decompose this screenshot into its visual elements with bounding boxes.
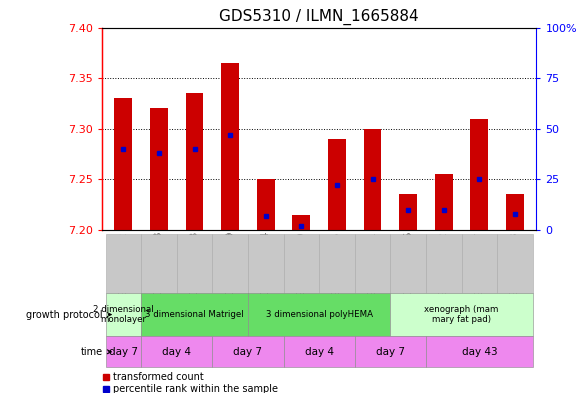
Bar [328,139,346,230]
Text: transformed count: transformed count [113,372,203,382]
Text: 2 dimensional
monolayer: 2 dimensional monolayer [93,305,154,324]
Bar [212,234,248,293]
Text: day 4: day 4 [162,347,191,357]
Bar [283,336,355,367]
Bar [212,336,283,367]
Bar [506,195,524,230]
Text: time: time [80,347,111,357]
Bar [106,336,141,367]
Text: day 4: day 4 [305,347,333,357]
Text: 3 dimensional Matrigel: 3 dimensional Matrigel [145,310,244,319]
Bar [391,293,533,336]
Bar [399,195,417,230]
Text: xenograph (mam
mary fat pad): xenograph (mam mary fat pad) [424,305,499,324]
Bar [426,234,462,293]
Bar [114,98,132,230]
Bar [426,336,533,367]
Bar [222,63,239,230]
Text: day 7: day 7 [109,347,138,357]
Bar [248,234,283,293]
Bar [497,234,533,293]
Text: percentile rank within the sample: percentile rank within the sample [113,384,278,393]
Bar [257,179,275,230]
Text: 3 dimensional polyHEMA: 3 dimensional polyHEMA [266,310,373,319]
Bar [186,93,203,230]
Text: day 7: day 7 [233,347,262,357]
Bar [141,293,248,336]
Text: day 43: day 43 [462,347,497,357]
Bar [355,336,426,367]
Bar [293,215,310,230]
Bar [150,108,168,230]
Text: day 7: day 7 [376,347,405,357]
Bar [106,293,141,336]
Bar [106,234,141,293]
Bar [435,174,452,230]
Bar [319,234,355,293]
Bar [283,234,319,293]
Bar [364,129,381,230]
Bar [391,234,426,293]
Bar [248,293,391,336]
Text: growth protocol: growth protocol [26,310,111,320]
Bar [462,234,497,293]
Bar [141,336,212,367]
Bar [141,234,177,293]
Bar [355,234,391,293]
Bar [177,234,212,293]
Title: GDS5310 / ILMN_1665884: GDS5310 / ILMN_1665884 [219,9,419,25]
Bar [470,119,489,230]
